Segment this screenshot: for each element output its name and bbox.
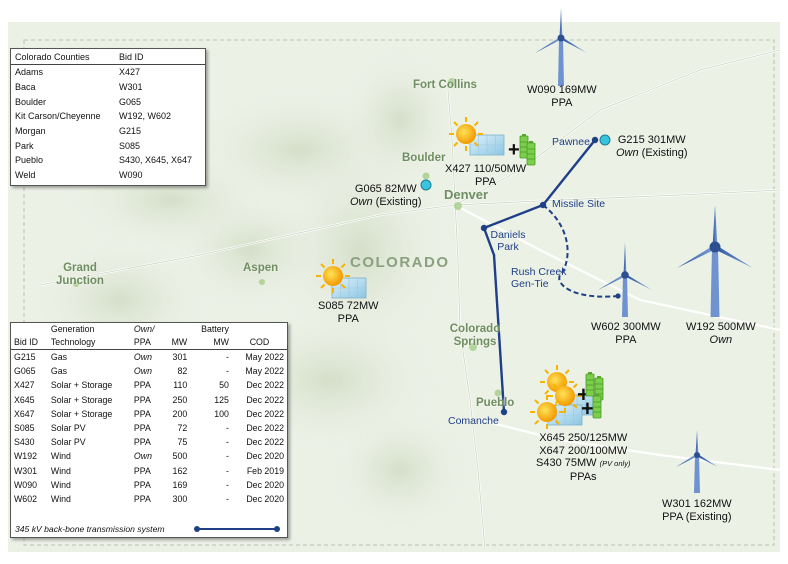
table-row: S430 Solar PV PPA 75- Dec 2022 [14,437,284,448]
wind-turbine-w301-icon [676,430,718,493]
missile-site-node [539,201,547,209]
label-pueblo-ppas: X645 250/125MW X647 200/100MW S430 75MW … [536,432,631,483]
table-row: S085 Solar PV PPA 72- Dec 2022 [14,423,284,434]
label-w301: W301 162MW PPA (Existing) [662,498,732,523]
substation-pawnee-label: Pawnee [552,136,590,148]
wind-turbine-w602-icon [598,242,652,317]
table-row: G065 Gas Own 82- May 2022 [14,366,284,377]
svg-text:+: + [581,396,594,421]
gas-plant-g065-icon [420,179,432,191]
label-w192: W192 500MW Own [686,321,756,346]
transmission-legend-line [194,526,280,532]
label-x427: X427 110/50MW PPA [445,163,527,188]
city-pueblo: Pueblo [476,397,515,409]
bid-id-header: Bid ID [115,49,205,65]
table-row: Kit Carson/Cheyenne W192, W602 [15,111,172,122]
table-row: Baca W301 [15,82,143,93]
table-row: Park S085 [15,140,141,151]
table-row: Pueblo S430, X645, X647 [15,155,193,166]
label-w090: W090 169MW PPA [527,84,597,109]
city-fort-collins: Fort Collins [413,79,477,91]
table-row: G215 Gas Own 301- May 2022 [14,352,284,363]
table-row: X647 Solar + Storage PPA 200 100 Dec 2022 [14,408,284,419]
gas-plant-g215-icon [599,134,611,146]
county-header: Colorado Counties [11,49,115,65]
table-row: Weld W090 [15,170,143,181]
pawnee-node [591,136,599,144]
table-row: X645 Solar + Storage PPA 250 125 Dec 2022 [14,394,284,405]
rush-creek-gen-tie-label: Rush Creek Gen-Tie [511,266,567,290]
substation-missile-site-label: Missile Site [552,198,606,210]
label-g065: G065 82MW Own (Existing) [350,183,422,208]
state-label: COLORADO [350,254,450,271]
table-row: X427 Solar + Storage PPA 110 50 Dec 2022 [14,380,284,391]
bid-table: Generation Own/ Battery Bid ID Technolog… [10,322,288,538]
transmission-footnote: 345 kV back-bone transmission system [15,524,165,534]
substation-daniels-park-label: Daniels Park [490,229,526,253]
gen-tie-end-node [615,293,621,299]
city-colorado-springs: Colorado Springs [449,323,501,348]
wind-turbine-w192-icon [677,205,753,317]
bid-table-header-bottom: Bid ID Technology PPA MW MW COD [11,336,287,350]
table-row: Morgan G215 [15,126,142,137]
city-grand-junction: Grand Junction [56,262,104,287]
city-denver: Denver [444,187,489,202]
table-row: W301 Wind PPA 162- Feb 2019 [14,465,284,476]
solar-storage-x427-icon: + [448,116,536,166]
label-s085: S085 72MW PPA [318,300,379,325]
solar-storage-pueblo-icon: + + [529,364,604,430]
substation-comanche-label: Comanche [448,415,499,427]
city-aspen: Aspen [243,262,279,274]
daniels-park-node [480,224,488,232]
county-table: Colorado Counties Bid ID Adams X427 Baca W… [10,48,206,186]
table-row: W192 Wind Own 500- Dec 2020 [14,451,284,462]
transmission-line-south [492,253,506,414]
wind-turbine-w090-icon [535,8,587,86]
svg-text:+: + [508,139,520,161]
rush-creek-gen-tie-line [542,204,619,298]
city-boulder: Boulder [402,152,446,164]
label-g215: G215 301MW Own (Existing) [616,134,688,159]
comanche-node [500,408,508,416]
bid-table-header-top: Generation Own/ Battery [50,324,229,334]
table-row: Adams X427 [15,67,141,78]
table-row: W090 Wind PPA 169- Dec 2020 [14,479,284,490]
table-row: W602 Wind PPA 300- Dec 2020 [14,493,284,504]
transmission-line-north [482,138,597,257]
table-row: Boulder G065 [15,96,142,107]
label-w602: W602 300MW PPA [591,321,661,346]
